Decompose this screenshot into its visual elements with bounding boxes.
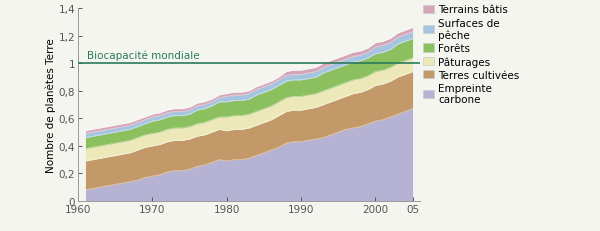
Legend: Terrains bâtis, Surfaces de
pêche, Forêts, Pâturages, Terres cultivées, Empreint: Terrains bâtis, Surfaces de pêche, Forêt… [424, 5, 519, 105]
Y-axis label: Nombre de planètes Terre: Nombre de planètes Terre [46, 38, 56, 172]
Text: Biocapacité mondiale: Biocapacité mondiale [87, 50, 200, 61]
